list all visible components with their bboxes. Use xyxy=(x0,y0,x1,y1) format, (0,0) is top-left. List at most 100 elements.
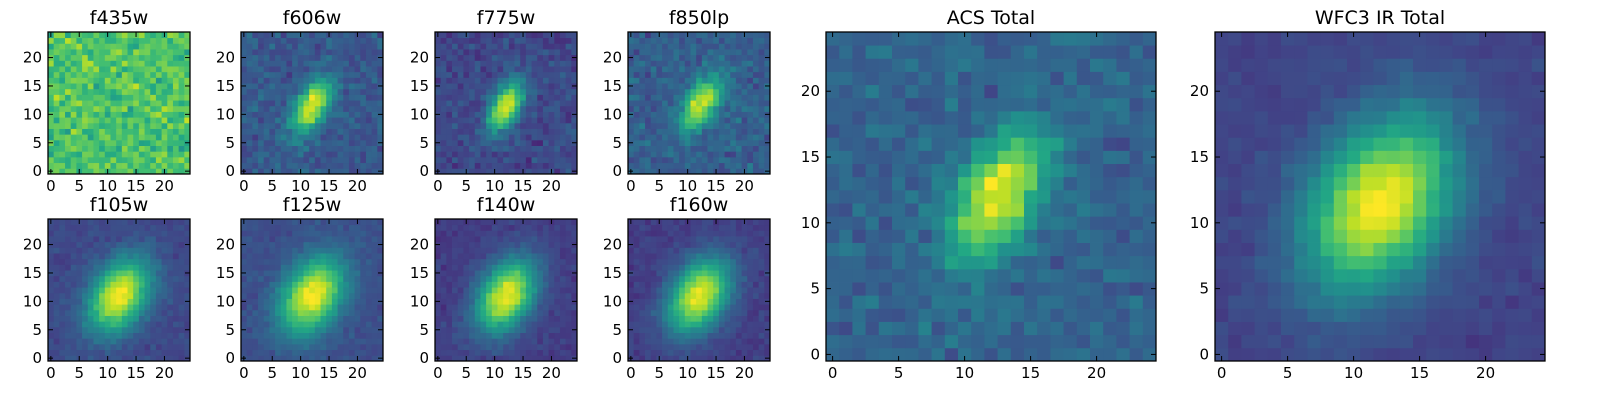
heatmap-cell xyxy=(110,66,116,72)
heatmap-cell xyxy=(662,140,668,146)
heatmap-cell xyxy=(355,129,361,135)
heatmap-cell xyxy=(156,140,162,146)
y-tick-label: 10 xyxy=(23,105,42,123)
heatmap-cell xyxy=(532,304,538,310)
heatmap-cell xyxy=(315,38,321,44)
heatmap-cell xyxy=(549,146,555,152)
heatmap-cell xyxy=(162,140,168,146)
heatmap-cell xyxy=(360,287,366,293)
heatmap-cell xyxy=(515,299,521,305)
heatmap-cell xyxy=(59,299,65,305)
heatmap-cell xyxy=(554,253,560,259)
heatmap-cell xyxy=(549,134,555,140)
heatmap-cell xyxy=(566,259,572,265)
heatmap-cell xyxy=(139,123,145,129)
heatmap-cell xyxy=(59,344,65,350)
heatmap-cell xyxy=(145,333,151,339)
heatmap-cell xyxy=(668,43,674,49)
heatmap-cell xyxy=(321,60,327,66)
heatmap-cell xyxy=(321,281,327,287)
heatmap-cell xyxy=(167,270,173,276)
heatmap-cell xyxy=(76,140,82,146)
heatmap-cell xyxy=(59,264,65,270)
heatmap-cell xyxy=(702,151,708,157)
heatmap-cell xyxy=(520,43,526,49)
heatmap-cell xyxy=(247,310,253,316)
heatmap-cell xyxy=(560,140,566,146)
heatmap-cell xyxy=(696,327,702,333)
heatmap-cell xyxy=(549,94,555,100)
heatmap-cell xyxy=(82,134,88,140)
heatmap-cell xyxy=(88,129,94,135)
heatmap-cell xyxy=(133,49,139,55)
heatmap-cell xyxy=(139,129,145,135)
heatmap-cell xyxy=(736,151,742,157)
heatmap-cell xyxy=(725,350,731,356)
heatmap-cell xyxy=(719,151,725,157)
heatmap-cell xyxy=(264,100,270,106)
heatmap-cell xyxy=(639,123,645,129)
heatmap-cell xyxy=(247,94,253,100)
heatmap-cell xyxy=(93,299,99,305)
heatmap-cell xyxy=(475,225,481,231)
heatmap-cell xyxy=(702,32,708,38)
heatmap-cell xyxy=(366,117,372,123)
heatmap-cell xyxy=(702,100,708,106)
heatmap-cell xyxy=(730,146,736,152)
heatmap-cell xyxy=(696,112,702,118)
heatmap-cell xyxy=(452,276,458,282)
heatmap-cell xyxy=(133,117,139,123)
heatmap-cell xyxy=(475,327,481,333)
heatmap-cell xyxy=(554,350,560,356)
heatmap-cell xyxy=(173,32,179,38)
heatmap-cell xyxy=(475,304,481,310)
x-tick-label: 20 xyxy=(155,364,174,382)
heatmap-cell xyxy=(520,281,526,287)
heatmap-cell xyxy=(532,134,538,140)
heatmap-cell xyxy=(286,112,292,118)
heatmap-cell xyxy=(543,230,549,236)
heatmap-cell xyxy=(355,117,361,123)
heatmap-cell xyxy=(338,270,344,276)
heatmap-cell xyxy=(292,100,298,106)
heatmap-cell xyxy=(156,55,162,61)
heatmap-cell xyxy=(463,89,469,95)
heatmap-cell xyxy=(690,157,696,163)
heatmap-cell xyxy=(145,100,151,106)
heatmap-cell xyxy=(560,100,566,106)
heatmap-cell xyxy=(128,259,134,265)
heatmap-cell xyxy=(458,264,464,270)
heatmap-cell xyxy=(662,77,668,83)
heatmap-cell xyxy=(179,38,185,44)
heatmap-cell xyxy=(554,100,560,106)
heatmap-cell xyxy=(167,287,173,293)
heatmap-cell xyxy=(696,32,702,38)
heatmap-cell xyxy=(292,134,298,140)
heatmap-cell xyxy=(162,94,168,100)
heatmap-cell xyxy=(520,112,526,118)
heatmap-cell xyxy=(639,338,645,344)
heatmap-cell xyxy=(662,100,668,106)
heatmap-cell xyxy=(292,151,298,157)
heatmap-cell xyxy=(338,94,344,100)
heatmap-cell xyxy=(360,316,366,322)
heatmap-cell xyxy=(713,129,719,135)
heatmap-cell xyxy=(241,163,247,169)
heatmap-cell xyxy=(725,66,731,72)
heatmap-cell xyxy=(690,299,696,305)
heatmap-cell xyxy=(520,333,526,339)
heatmap-cell xyxy=(742,72,748,78)
heatmap-cell xyxy=(54,333,60,339)
heatmap-cell xyxy=(247,321,253,327)
heatmap-cell xyxy=(258,333,264,339)
heatmap-cell xyxy=(526,304,532,310)
heatmap-cell xyxy=(372,72,378,78)
heatmap-cell xyxy=(736,299,742,305)
heatmap-cell xyxy=(759,43,765,49)
heatmap-cell xyxy=(452,338,458,344)
heatmap-cell xyxy=(167,140,173,146)
heatmap-cell xyxy=(679,43,685,49)
heatmap-cell xyxy=(458,32,464,38)
heatmap-cell xyxy=(549,338,555,344)
heatmap-cell xyxy=(258,32,264,38)
